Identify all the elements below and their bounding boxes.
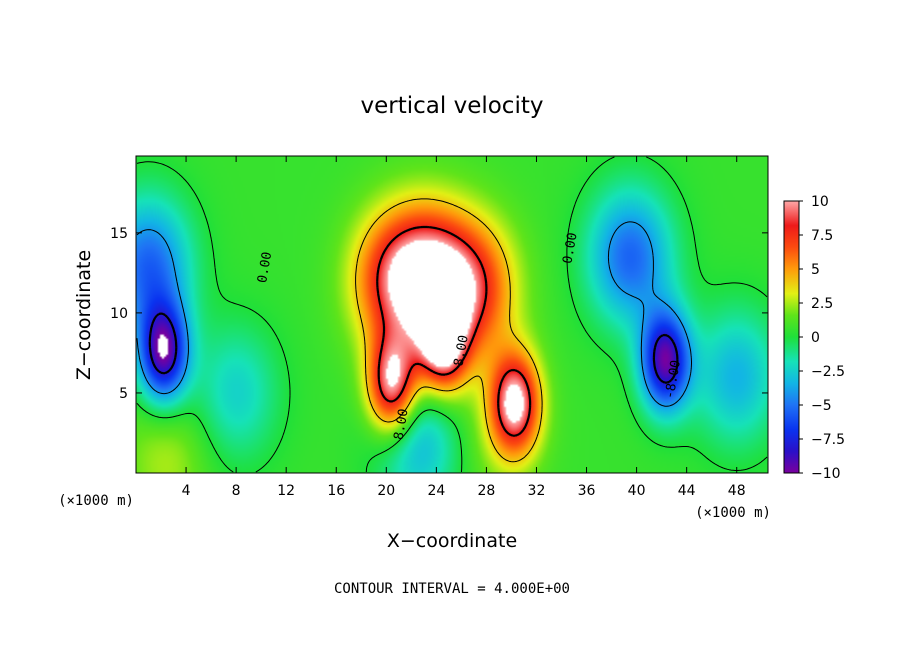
contour-lines [136,156,768,473]
y-tick-label: 5 [119,386,128,402]
chart-title: vertical velocity [361,93,544,119]
colorbar [783,200,800,474]
colorbar-tick-label: 0 [811,330,820,346]
x-tick-label: 28 [478,483,496,499]
x-tick-label: 48 [728,483,746,499]
x-tick-label: 20 [377,483,395,499]
x-axis-label: X−coordinate [387,530,517,552]
x-unit-left: (×1000 m) [58,493,134,509]
x-tick-label: 12 [277,483,295,499]
x-tick-label: 16 [327,483,345,499]
colorbar-tick-label: 7.5 [811,228,833,244]
colorbar-tick-label: −10 [811,466,841,482]
contour-label: 8.00 [452,334,472,367]
colorbar-tick-label: 2.5 [811,296,833,312]
contour-level-neg8 [148,312,679,384]
x-tick-label: 40 [628,483,646,499]
velocity-field [136,156,768,473]
colorbar-tick-label: 5 [811,262,820,278]
colorbar-ticks: 10 7.5 5 2.5 0 −2.5 −5 −7.5 −10 [799,194,845,482]
x-tick-label: 44 [678,483,696,499]
contour-level-8 [376,225,532,437]
x-tick-label: 32 [528,483,546,499]
plot-frame [135,155,769,474]
x-axis: 4 8 12 16 20 24 28 32 36 40 44 48 [182,156,746,499]
colorbar-tick-label: 10 [811,194,829,210]
x-unit-right: (×1000 m) [695,505,771,521]
contour-label: 8.00 [392,408,412,441]
contour-label: 0.00 [255,251,275,284]
x-tick-label: 36 [578,483,596,499]
contour-labels: 0.00 0.00 8.00 8.00 -8.00 [255,232,684,442]
x-tick-label: 24 [427,483,445,499]
x-tick-label: 4 [182,483,191,499]
contour-interval-note: CONTOUR INTERVAL = 4.000E+00 [334,581,570,597]
contour-label: -8.00 [662,359,684,400]
y-tick-label: 15 [110,226,128,242]
x-tick-label: 8 [232,483,241,499]
colorbar-tick-label: −2.5 [811,364,845,380]
contour-level-0 [136,156,768,473]
y-axis-label: Z−coordinate [73,250,95,380]
contour-label: 0.00 [560,232,580,265]
contour-level-4 [355,198,543,463]
colorbar-tick-label: −5 [811,398,832,414]
colorbar-tick-label: −7.5 [811,432,845,448]
y-tick-label: 10 [110,306,128,322]
y-axis: 5 10 15 [110,226,768,402]
contour-level-neg4 [136,221,692,407]
